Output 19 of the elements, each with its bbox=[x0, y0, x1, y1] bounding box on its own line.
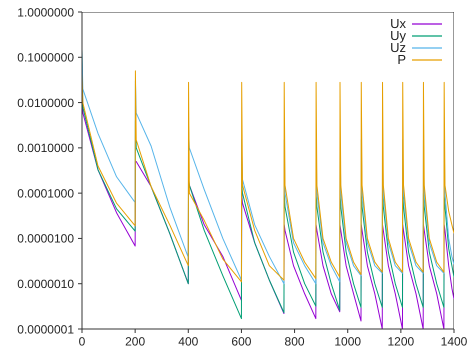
legend-label: P bbox=[397, 52, 406, 67]
y-tick-label: 0.1000000 bbox=[17, 50, 74, 65]
x-tick-label: 800 bbox=[284, 334, 305, 349]
x-tick-label: 1000 bbox=[334, 334, 362, 349]
x-tick-label: 0 bbox=[78, 334, 86, 349]
x-tick-label: 600 bbox=[231, 334, 252, 349]
y-tick-label: 0.0001000 bbox=[17, 186, 74, 200]
x-tick-label: 1400 bbox=[440, 334, 468, 349]
x-tick-label: 1200 bbox=[388, 334, 415, 349]
y-tick-label: 0.0010000 bbox=[17, 141, 74, 156]
y-tick-label: 0.0000001 bbox=[17, 322, 74, 336]
y-tick-label: 0.0100000 bbox=[17, 96, 74, 110]
y-tick-label: 1.0000000 bbox=[17, 5, 74, 20]
legend-label: Ux bbox=[390, 16, 406, 31]
x-tick-label: 400 bbox=[178, 334, 199, 349]
legend-label: Uy bbox=[390, 28, 406, 43]
x-tick-label: 200 bbox=[125, 334, 146, 349]
y-tick-label: 0.0000100 bbox=[17, 232, 74, 246]
y-tick-label: 0.0000010 bbox=[17, 276, 74, 291]
